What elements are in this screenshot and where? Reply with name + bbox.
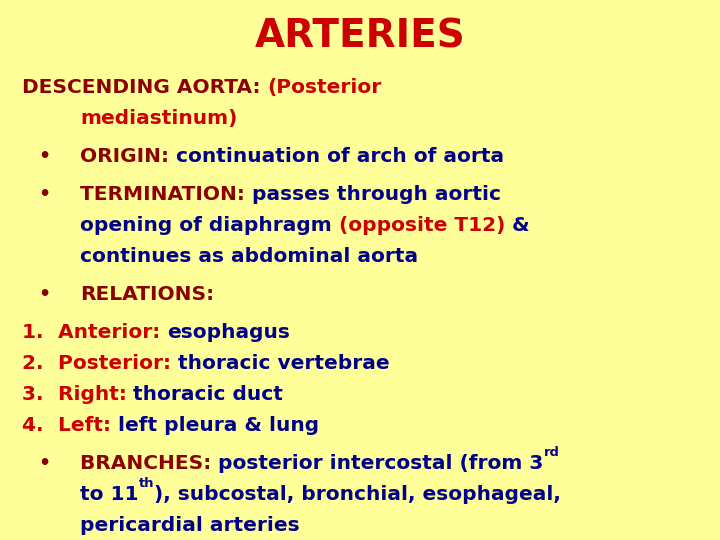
Text: mediastinum): mediastinum) xyxy=(80,109,238,128)
Text: RELATIONS:: RELATIONS: xyxy=(80,285,214,304)
Text: ), subcostal, bronchial, esophageal,: ), subcostal, bronchial, esophageal, xyxy=(154,485,561,504)
Text: (opposite T12): (opposite T12) xyxy=(338,216,505,235)
Text: thoracic vertebrae: thoracic vertebrae xyxy=(178,354,389,373)
Text: DESCENDING AORTA:: DESCENDING AORTA: xyxy=(22,78,268,97)
Text: continuation of arch of aorta: continuation of arch of aorta xyxy=(176,147,504,166)
Text: continues as abdominal aorta: continues as abdominal aorta xyxy=(80,247,418,266)
Text: thoracic duct: thoracic duct xyxy=(133,385,283,404)
Text: 1.: 1. xyxy=(22,323,58,342)
Text: •: • xyxy=(38,185,50,204)
Text: opening of diaphragm: opening of diaphragm xyxy=(80,216,338,235)
Text: TERMINATION:: TERMINATION: xyxy=(80,185,252,204)
Text: th: th xyxy=(138,477,154,490)
Text: esophagus: esophagus xyxy=(167,323,289,342)
Text: 2.: 2. xyxy=(22,354,58,373)
Text: •: • xyxy=(38,147,50,166)
Text: Left:: Left: xyxy=(58,416,117,435)
Text: BRANCHES:: BRANCHES: xyxy=(80,454,218,473)
Text: ARTERIES: ARTERIES xyxy=(255,18,465,56)
Text: •: • xyxy=(38,285,50,304)
Text: &: & xyxy=(505,216,530,235)
Text: Posterior:: Posterior: xyxy=(58,354,178,373)
Text: 3.: 3. xyxy=(22,385,58,404)
Text: Right:: Right: xyxy=(58,385,133,404)
Text: Anterior:: Anterior: xyxy=(58,323,167,342)
Text: 4.: 4. xyxy=(22,416,58,435)
Text: rd: rd xyxy=(544,446,559,459)
Text: (Posterior: (Posterior xyxy=(268,78,382,97)
Text: posterior intercostal (from 3: posterior intercostal (from 3 xyxy=(218,454,544,473)
Text: passes through aortic: passes through aortic xyxy=(252,185,501,204)
Text: to 11: to 11 xyxy=(80,485,138,504)
Text: pericardial arteries: pericardial arteries xyxy=(80,516,300,535)
Text: ORIGIN:: ORIGIN: xyxy=(80,147,176,166)
Text: left pleura & lung: left pleura & lung xyxy=(117,416,319,435)
Text: •: • xyxy=(38,454,50,473)
